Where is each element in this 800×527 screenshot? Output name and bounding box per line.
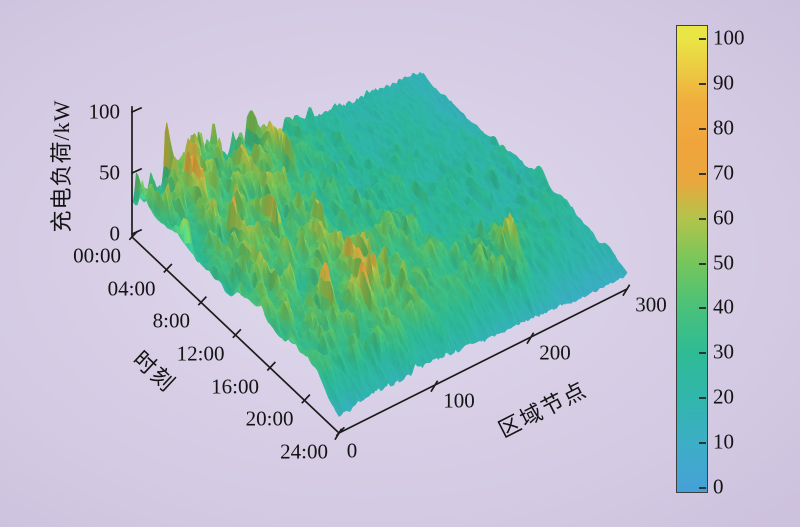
time-tick-label: 16:00 (211, 374, 259, 399)
z-axis-title: 充电负荷/kW (49, 99, 74, 233)
colorbar-tick-mark (699, 397, 706, 400)
x-tick-label: 0 (346, 438, 358, 463)
colorbar-tick-mark (699, 217, 706, 220)
colorbar-tick-label: 10 (713, 429, 734, 454)
colorbar-tick-label: 70 (713, 160, 734, 185)
colorbar-tick-mark (699, 38, 706, 40)
time-tick-label: 12:00 (176, 341, 225, 366)
colorbar-tick-label: 30 (713, 339, 734, 364)
time-tick-label: 04:00 (107, 276, 156, 301)
colorbar-tick-mark (699, 127, 706, 130)
x-tick-label: 100 (443, 388, 475, 413)
colorbar-gradient (677, 26, 707, 492)
time-tick-label: 20:00 (245, 406, 294, 431)
colorbar-tick-label: 90 (713, 70, 734, 95)
colorbar-tick-mark (699, 307, 706, 310)
colorbar-tick-label: 40 (713, 294, 734, 319)
z-tick-label: 0 (109, 221, 121, 246)
colorbar-tick-label: 20 (713, 384, 734, 409)
colorbar-tick-label: 60 (713, 205, 734, 230)
colorbar-tick-mark (699, 172, 706, 175)
colorbar-tick-mark (699, 262, 706, 265)
time-tick-label: 00:00 (73, 243, 121, 268)
colorbar (676, 25, 708, 493)
colorbar-tick-label: 100 (713, 25, 745, 50)
colorbar-tick-mark (699, 82, 706, 85)
colorbar-tick-label: 0 (713, 474, 724, 499)
z-tick-label: 100 (88, 99, 121, 124)
colorbar-tick-mark (699, 442, 706, 445)
x-tick-label: 300 (635, 292, 667, 317)
z-tick-label: 50 (99, 160, 120, 185)
colorbar-tick-mark (699, 487, 706, 489)
time-tick-label: 24:00 (280, 439, 328, 464)
x-tick-label: 200 (539, 340, 571, 365)
colorbar-tick-label: 80 (713, 115, 734, 140)
time-tick-label: 8:00 (152, 308, 190, 333)
colorbar-tick-label: 50 (713, 250, 734, 274)
colorbar-tick-mark (699, 352, 706, 355)
